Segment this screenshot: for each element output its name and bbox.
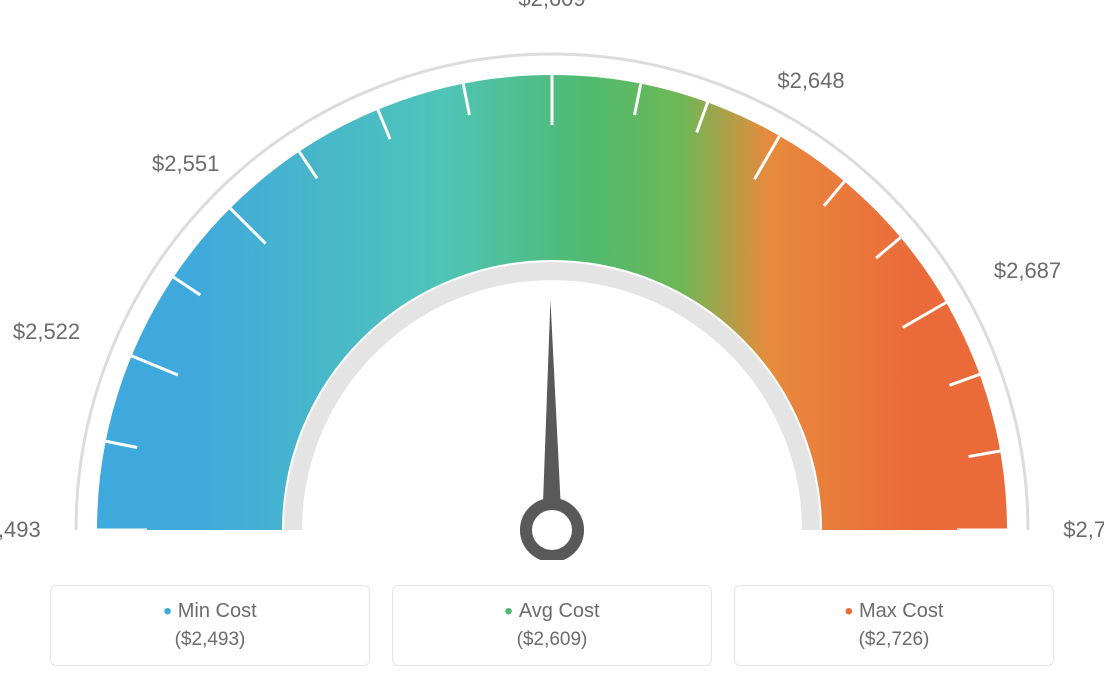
gauge-tick-label: $2,551: [152, 151, 219, 177]
legend-min-title: •Min Cost: [71, 600, 349, 623]
legend-min-label: Min Cost: [178, 600, 257, 622]
legend-max-title: •Max Cost: [755, 600, 1033, 623]
legend-max-label: Max Cost: [859, 600, 943, 622]
legend-min: •Min Cost ($2,493): [50, 585, 370, 666]
legend-avg-value: ($2,609): [413, 629, 691, 651]
gauge-tick-label: $2,648: [777, 68, 844, 94]
legend-avg-title: •Avg Cost: [413, 600, 691, 623]
gauge-tick-label: $2,687: [994, 258, 1061, 284]
gauge-tick-label: $2,493: [0, 517, 41, 543]
legend-avg-label: Avg Cost: [519, 600, 600, 622]
gauge-tick-label: $2,609: [518, 0, 585, 12]
legend-max-value: ($2,726): [755, 629, 1033, 651]
legend-max: •Max Cost ($2,726): [734, 585, 1054, 666]
gauge-chart: $2,493 $2,522 $2,551 $2,609 $2,648 $2,687 $2,7…: [0, 0, 1104, 560]
gauge-svg: [0, 0, 1104, 560]
legend-row: •Min Cost ($2,493) •Avg Cost ($2,609) •M…: [0, 585, 1104, 666]
gauge-tick-label: $2,726: [1063, 517, 1104, 543]
legend-avg: •Avg Cost ($2,609): [392, 585, 712, 666]
gauge-tick-label: $2,522: [13, 319, 80, 345]
legend-min-value: ($2,493): [71, 629, 349, 651]
